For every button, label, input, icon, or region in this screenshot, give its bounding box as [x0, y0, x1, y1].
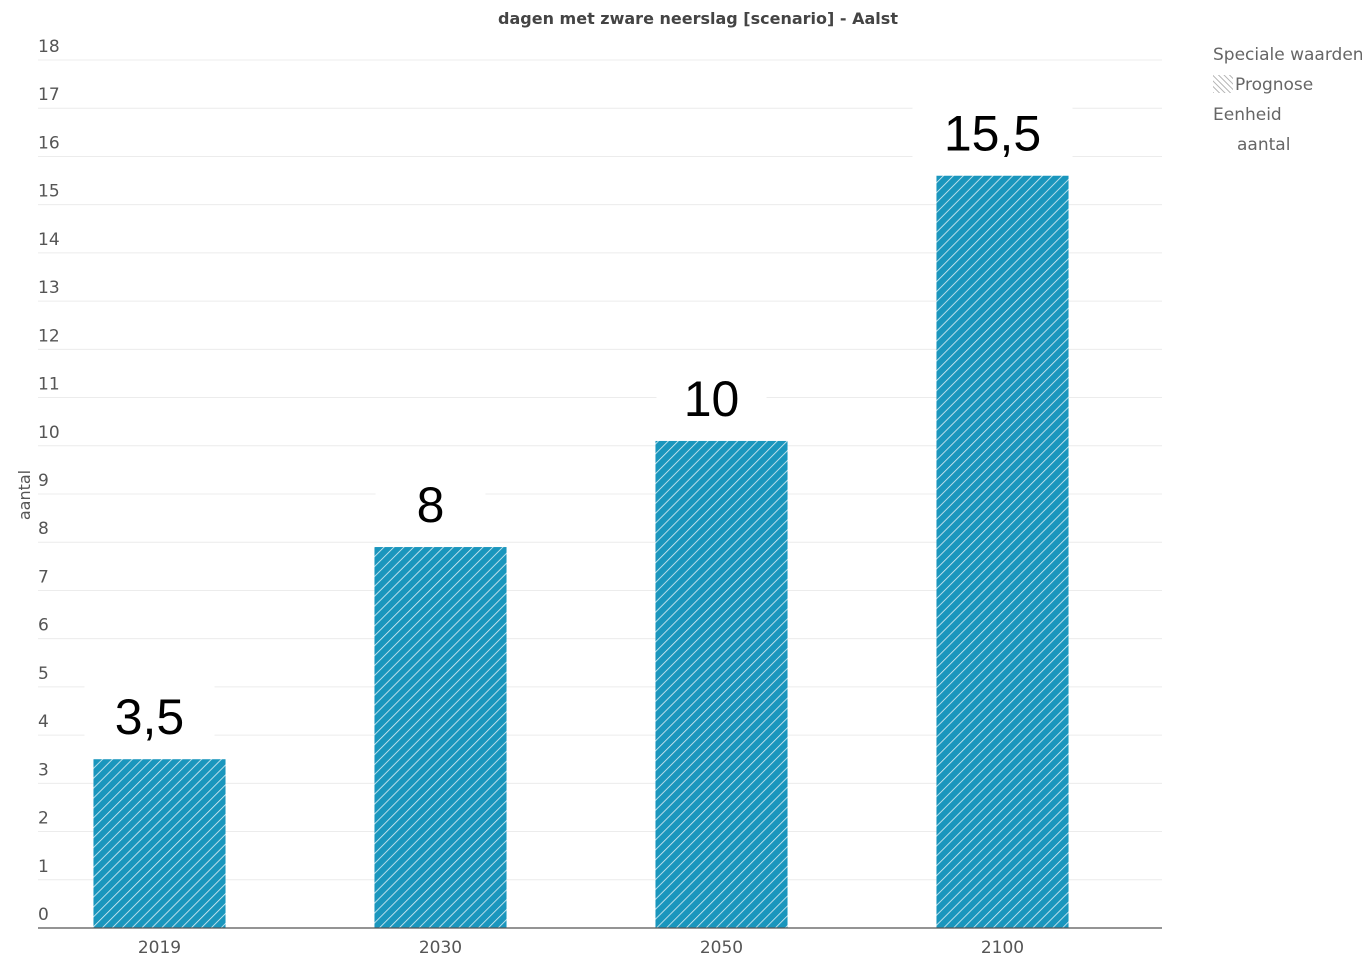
y-tick-label: 1: [38, 857, 49, 877]
data-label: 8: [417, 477, 445, 533]
y-tick-label: 2: [38, 809, 49, 829]
legend-item-prognosis[interactable]: Prognose: [1213, 70, 1361, 100]
x-tick-label: 2050: [700, 938, 743, 958]
y-tick-label: 16: [38, 133, 60, 153]
bar[interactable]: [374, 547, 507, 928]
hatch-pattern-icon: [1213, 75, 1233, 93]
data-label: 10: [684, 371, 740, 427]
legend-unit-value: aantal: [1237, 135, 1291, 155]
x-tick-label: 2100: [981, 938, 1024, 958]
x-tick-label: 2030: [419, 938, 462, 958]
y-tick-label: 9: [38, 471, 49, 491]
y-tick-label: 14: [38, 230, 60, 250]
y-tick-label: 4: [38, 712, 49, 732]
bar[interactable]: [936, 175, 1069, 928]
data-label-background: [912, 95, 1073, 162]
data-label-background: [656, 360, 767, 427]
data-label: 15,5: [944, 106, 1041, 162]
y-tick-label: 11: [38, 375, 60, 395]
y-tick-label: 6: [38, 616, 49, 636]
bar[interactable]: [655, 440, 788, 928]
data-label-background: [84, 679, 215, 746]
legend-prognosis-label: Prognose: [1235, 75, 1314, 95]
data-label: 3,5: [115, 689, 185, 745]
y-tick-label: 17: [38, 85, 60, 105]
legend-unit-heading: Eenheid: [1213, 105, 1282, 125]
y-tick-label: 10: [38, 423, 60, 443]
data-label-background: [375, 467, 486, 534]
y-tick-label: 3: [38, 760, 49, 780]
y-tick-label: 7: [38, 567, 49, 587]
y-tick-label: 5: [38, 664, 49, 684]
y-tick-label: 15: [38, 182, 60, 202]
y-tick-label: 13: [38, 278, 60, 298]
y-tick-label: 8: [38, 519, 49, 539]
chart-title: dagen met zware neerslag [scenario] - Aa…: [498, 9, 898, 28]
bar[interactable]: [93, 759, 226, 928]
y-tick-label: 12: [38, 326, 60, 346]
x-tick-label: 2019: [138, 938, 181, 958]
legend-special-values-heading: Speciale waarden: [1213, 45, 1362, 65]
y-axis-title: aantal: [15, 470, 34, 520]
y-tick-label: 0: [38, 905, 49, 925]
y-tick-label: 18: [38, 37, 60, 57]
legend: Speciale waarden Prognose Eenheid aantal: [1213, 40, 1362, 160]
